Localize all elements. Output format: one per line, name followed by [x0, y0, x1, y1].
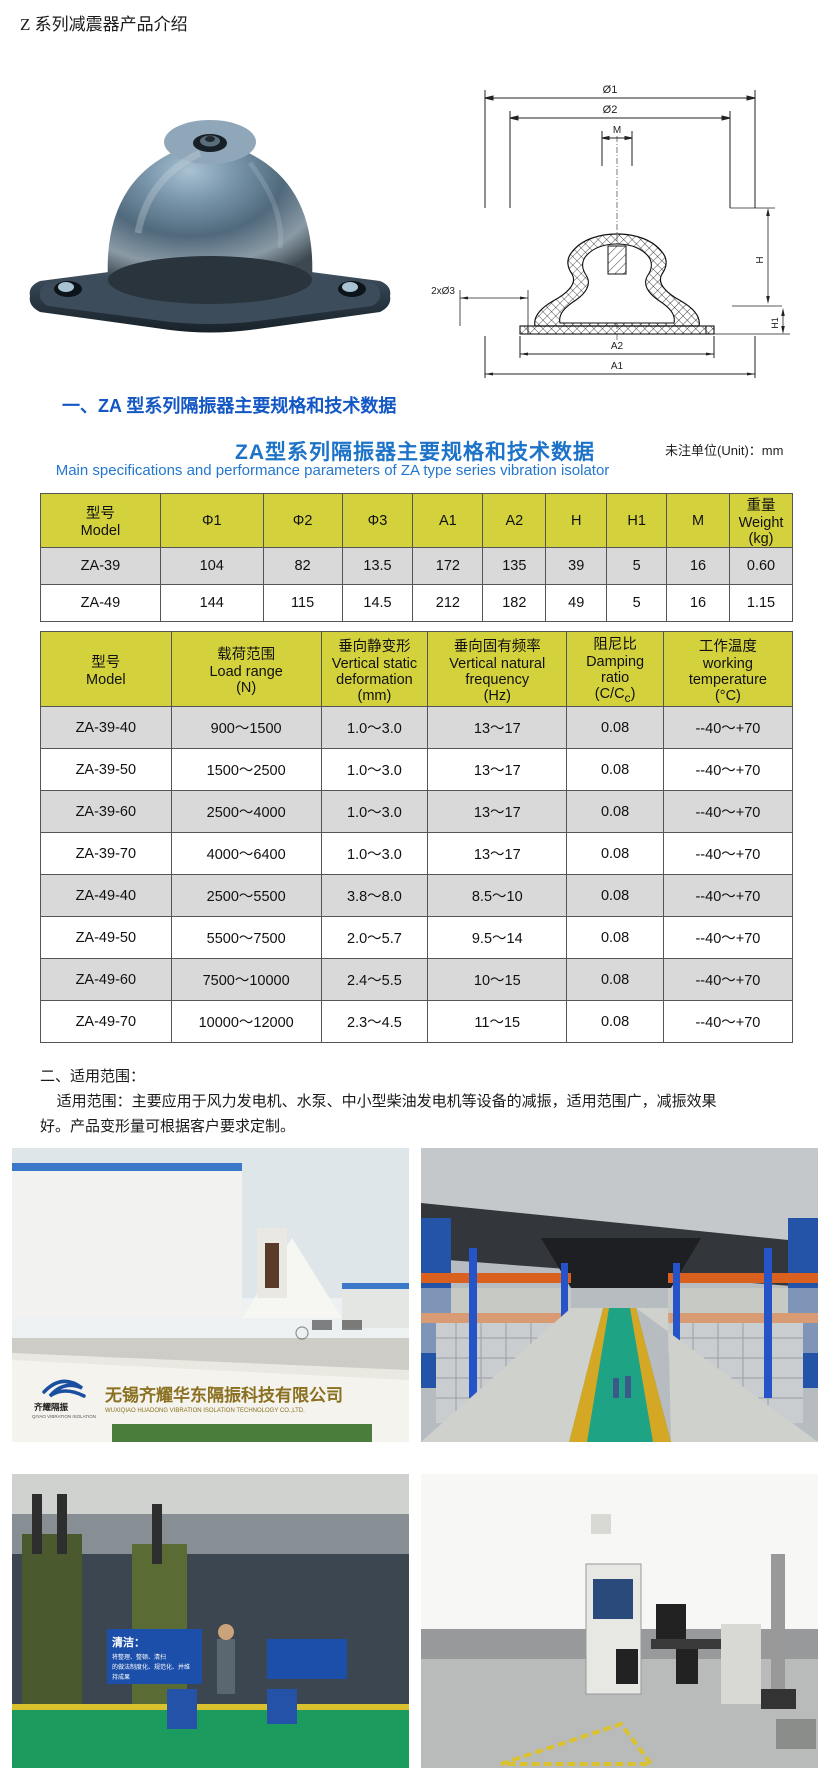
svg-text:A2: A2	[611, 341, 624, 352]
svg-text:2xØ3: 2xØ3	[431, 286, 455, 297]
svg-text:WUXIQIAO HUADONG VIBRATION ISO: WUXIQIAO HUADONG VIBRATION ISOLATION TEC…	[105, 1408, 305, 1414]
svg-text:Ø1: Ø1	[603, 84, 618, 96]
svg-text:A1: A1	[611, 361, 624, 372]
svg-text:齐耀隔振: 齐耀隔振	[34, 1402, 69, 1412]
svg-text:将整理、整顿、清扫: 将整理、整顿、清扫	[112, 1653, 166, 1661]
svg-text:M: M	[613, 125, 621, 136]
svg-text:Ø2: Ø2	[603, 104, 618, 116]
svg-text:的做法制度化、规范化、并维: 的做法制度化、规范化、并维	[112, 1663, 190, 1671]
svg-text:清洁：: 清洁：	[112, 1635, 145, 1649]
svg-text:QIYAO VIBRATION ISOLATION: QIYAO VIBRATION ISOLATION	[32, 1414, 96, 1419]
svg-text:持成果: 持成果	[112, 1673, 130, 1681]
svg-text:无锡齐耀华东隔振科技有限公司: 无锡齐耀华东隔振科技有限公司	[104, 1385, 343, 1405]
svg-text:H: H	[755, 256, 766, 263]
svg-text:H1: H1	[770, 317, 780, 329]
